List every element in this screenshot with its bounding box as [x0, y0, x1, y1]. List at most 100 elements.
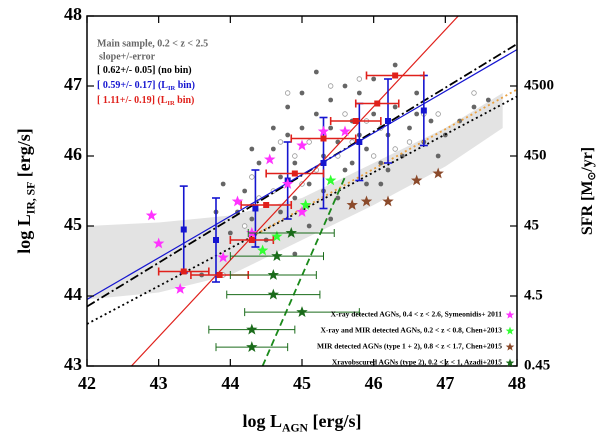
x-axis-label-main: log L: [243, 411, 283, 431]
point: [406, 139, 413, 145]
point: [285, 104, 291, 110]
point: [313, 69, 319, 75]
subtitle: slope+/-error: [99, 51, 156, 62]
y-tick-label: 46: [64, 144, 82, 164]
point: [292, 195, 298, 201]
point: [342, 167, 348, 173]
point: [270, 146, 276, 152]
guide-line: [261, 176, 346, 366]
y2-axis-label-after: /yr]: [579, 147, 596, 173]
point: [335, 195, 341, 201]
point: [328, 125, 334, 131]
point: [360, 195, 373, 207]
point: [271, 230, 283, 242]
y2-tick-label: 4.5: [524, 287, 543, 303]
point: [471, 104, 477, 110]
point: [420, 107, 427, 114]
y2-axis-label: SFR [M⊙/yr]: [579, 147, 599, 235]
fit-label: [ 0.59+/- 0.17] (LIR bin): [97, 80, 195, 92]
point: [267, 288, 279, 300]
point: [378, 160, 384, 166]
point: [264, 153, 276, 165]
fit-label-sub: IR: [167, 100, 175, 107]
point: [282, 178, 294, 189]
point: [296, 139, 308, 151]
point: [325, 174, 337, 186]
point: [364, 146, 369, 152]
point: [385, 167, 391, 173]
legend-label: X-ray detected AGNs, 0.4 < z < 2.6, Syme…: [331, 310, 503, 319]
point: [392, 62, 398, 68]
point: [145, 209, 158, 221]
fit-label-main: [ 1.11+/- 0.19] (L: [97, 95, 168, 106]
y2-axis-label-sub: ⊙: [587, 172, 598, 181]
point: [227, 230, 233, 236]
x-tick-label: 47: [436, 373, 454, 393]
point: [435, 111, 441, 117]
point: [411, 174, 423, 186]
point: [382, 195, 394, 207]
point: [213, 237, 219, 243]
point: [217, 251, 229, 263]
fit-label: [ 1.11+/- 0.19] (LIR bin): [97, 95, 194, 107]
point: [267, 269, 279, 280]
point: [385, 118, 391, 124]
point: [277, 139, 284, 145]
point: [292, 153, 298, 159]
point: [356, 76, 363, 82]
point: [356, 139, 363, 145]
point: [370, 153, 377, 159]
x-tick-label: 45: [293, 373, 311, 393]
point: [249, 174, 255, 180]
point: [299, 199, 312, 210]
x-tick-label: 46: [365, 373, 383, 393]
x-tick-label: 48: [508, 373, 526, 393]
point: [306, 139, 312, 145]
y2-axis-label-main: SFR [M: [579, 180, 596, 235]
point: [292, 160, 298, 166]
point: [392, 104, 398, 110]
point: [256, 160, 262, 166]
point: [249, 146, 255, 152]
point: [364, 181, 369, 187]
point: [435, 153, 441, 159]
point: [352, 118, 359, 124]
point: [246, 227, 258, 238]
point: [278, 174, 283, 180]
point: [180, 226, 187, 233]
point: [342, 111, 348, 117]
point: [471, 90, 477, 96]
point: [285, 132, 291, 138]
guide-line: [87, 95, 517, 325]
y2-tick-label: 4500: [524, 77, 554, 93]
point: [270, 125, 276, 131]
point: [296, 206, 308, 217]
point: [263, 202, 270, 208]
y-tick-label: 47: [64, 74, 82, 94]
point: [299, 90, 305, 96]
point: [306, 181, 312, 187]
y-axis-label-sub: IR, SF: [24, 182, 37, 214]
point: [246, 323, 258, 335]
point: [327, 83, 334, 89]
point: [292, 251, 298, 257]
legend-marker: [505, 358, 515, 367]
point: [374, 100, 381, 107]
plot-area: [87, 16, 517, 366]
point: [428, 118, 434, 124]
legend-label: MIR detected AGNs (type 1 + 2), 0.8 < z …: [317, 342, 502, 351]
legend-marker: [505, 342, 515, 351]
series-label: Main sample, 0.2 < z < 2.5: [97, 38, 208, 49]
point: [371, 76, 377, 82]
point: [407, 125, 412, 131]
point: [231, 195, 244, 207]
fit-label-main: [ 0.59+/- 0.17] (L: [97, 80, 168, 91]
point: [248, 237, 255, 243]
fit-label-main: [ 0.62+/- 0.05] (no bin): [97, 65, 192, 76]
point: [378, 181, 384, 187]
point: [241, 223, 248, 229]
point: [296, 306, 308, 317]
y-tick-label: 44: [64, 284, 82, 304]
point: [278, 209, 283, 215]
